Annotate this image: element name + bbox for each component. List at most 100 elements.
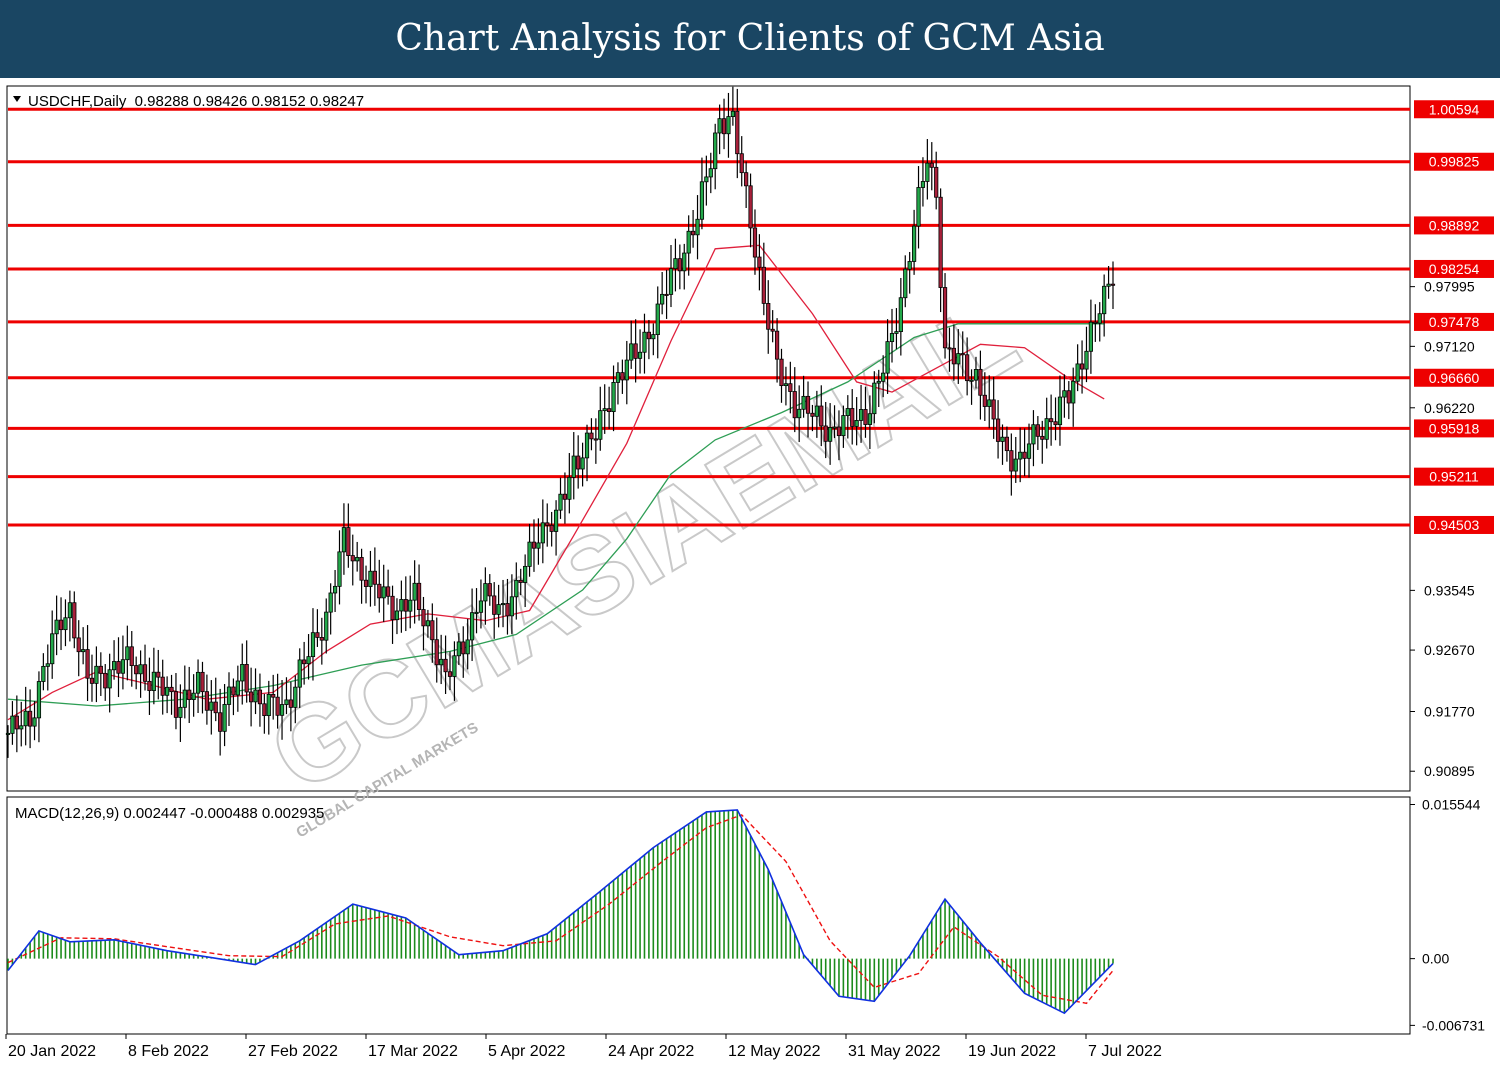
candle-body: [306, 656, 311, 665]
candle-body: [67, 602, 72, 619]
candle-body: [553, 509, 559, 532]
candle-body: [332, 585, 338, 594]
candle-body: [231, 686, 236, 696]
price-tick-label: 0.91770: [1424, 704, 1475, 720]
candle-body: [160, 676, 165, 696]
macd-tick-label: 0.015544: [1422, 797, 1481, 813]
candle-body: [1106, 283, 1111, 287]
candle-body: [399, 599, 404, 612]
candle-body: [474, 611, 479, 614]
candle-body: [63, 617, 68, 631]
x-tick-label: 5 Apr 2022: [488, 1043, 566, 1060]
level-label-box: [1414, 152, 1494, 171]
candle-body: [107, 669, 112, 689]
candle-body: [752, 227, 758, 258]
candle-body: [991, 399, 996, 420]
candle-body: [1102, 285, 1107, 315]
candle-body: [403, 599, 408, 612]
x-axis-labels: 20 Jan 2022 8 Feb 2022 27 Feb 2022 17 Mar 2…: [5, 1034, 1162, 1060]
candle-body: [85, 649, 90, 679]
symbol-dropdown-icon[interactable]: [13, 96, 21, 102]
price-tick-label: 0.96220: [1424, 400, 1475, 416]
candle-body: [589, 432, 594, 440]
price-tick-label: 0.97995: [1424, 279, 1475, 295]
candle-body: [863, 409, 868, 425]
candle-body: [1084, 350, 1089, 370]
candle-body: [761, 266, 766, 304]
candle-body: [960, 353, 965, 356]
x-tick-label: 27 Feb 2022: [248, 1043, 338, 1060]
candle-body: [881, 372, 886, 382]
candle-body: [434, 639, 439, 666]
candle-body: [876, 380, 881, 384]
candle-body: [1013, 458, 1018, 472]
level-label: 0.97478: [1429, 314, 1480, 330]
candle-body: [182, 689, 187, 708]
candle-body: [673, 258, 678, 270]
level-label: 0.94503: [1429, 517, 1480, 533]
candle-body: [1018, 451, 1023, 460]
candle-body: [819, 405, 824, 427]
macd-info: MACD(12,26,9) 0.002447 -0.000488 0.00293…: [15, 805, 324, 822]
candle-body: [995, 418, 1001, 442]
candle-body: [531, 541, 537, 549]
candle-body: [447, 671, 453, 677]
candle-body: [439, 658, 444, 666]
candle-body: [297, 659, 302, 688]
candle-body: [885, 341, 890, 374]
x-tick-label: 12 May 2022: [728, 1043, 821, 1060]
candle-body: [5, 732, 11, 735]
candle-body: [346, 527, 351, 556]
candle-body: [713, 132, 718, 170]
candle-body: [302, 659, 307, 665]
header-banner: Chart Analysis for Clients of GCM Asia: [0, 0, 1500, 78]
candle-body: [98, 665, 103, 674]
candle-body: [867, 413, 873, 425]
candle-body: [549, 524, 554, 532]
candle-body: [1026, 443, 1032, 459]
candle-body: [969, 379, 974, 382]
x-tick-label: 20 Jan 2022: [8, 1043, 96, 1060]
candle-body: [814, 405, 819, 417]
candle-body: [571, 455, 576, 478]
candle-body: [120, 659, 126, 674]
candle-body: [341, 527, 347, 553]
level-label: 0.95918: [1429, 420, 1480, 436]
candle-body: [509, 596, 514, 617]
candle-body: [368, 570, 373, 587]
candle-body: [111, 661, 117, 671]
candle-body: [757, 256, 762, 268]
candle-body: [328, 592, 333, 613]
candle-body: [987, 399, 992, 407]
candle-body: [45, 663, 50, 667]
candle-body: [708, 168, 713, 178]
candle-body: [359, 557, 364, 581]
candle-body: [779, 358, 784, 387]
candle-body: [942, 287, 948, 349]
level-label-box: [1414, 368, 1494, 387]
candle-body: [668, 268, 674, 295]
candle-body: [500, 603, 506, 606]
candle-body: [156, 671, 161, 678]
candle-body: [655, 303, 660, 336]
candle-body: [558, 493, 563, 511]
candle-body: [492, 595, 497, 615]
level-label-box: [1414, 216, 1494, 235]
candle-body: [23, 710, 28, 727]
candle-body: [1066, 390, 1071, 404]
candle-body: [518, 579, 523, 583]
candle-body: [253, 689, 258, 703]
candle-body: [1057, 396, 1063, 426]
candle-body: [938, 196, 943, 288]
x-tick-label: 7 Jul 2022: [1088, 1043, 1162, 1060]
candle-body: [686, 230, 691, 254]
candle-body: [218, 712, 223, 732]
symbol-info: USDCHF,Daily 0.98288 0.98426 0.98152 0.9…: [28, 93, 364, 110]
candle-body: [1049, 418, 1054, 423]
candle-body: [142, 664, 148, 682]
candle-body: [1044, 418, 1049, 440]
level-label: 0.95211: [1429, 469, 1479, 485]
candle-body: [540, 522, 545, 544]
candle-body: [310, 632, 316, 658]
candle-body: [1022, 451, 1027, 459]
